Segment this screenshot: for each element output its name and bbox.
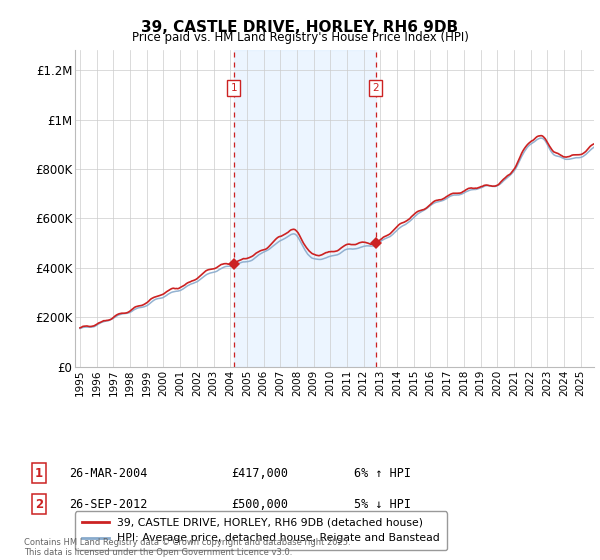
Legend: 39, CASTLE DRIVE, HORLEY, RH6 9DB (detached house), HPI: Average price, detached: 39, CASTLE DRIVE, HORLEY, RH6 9DB (detac… <box>75 511 447 550</box>
Bar <box>234 50 376 367</box>
Text: 26-SEP-2012: 26-SEP-2012 <box>69 497 148 511</box>
Text: £417,000: £417,000 <box>231 466 288 480</box>
Text: 1: 1 <box>35 466 43 480</box>
Text: 2: 2 <box>373 83 379 94</box>
Text: Contains HM Land Registry data © Crown copyright and database right 2025.
This d: Contains HM Land Registry data © Crown c… <box>24 538 350 557</box>
Text: 5% ↓ HPI: 5% ↓ HPI <box>354 497 411 511</box>
Text: 39, CASTLE DRIVE, HORLEY, RH6 9DB: 39, CASTLE DRIVE, HORLEY, RH6 9DB <box>142 20 458 35</box>
Text: Price paid vs. HM Land Registry's House Price Index (HPI): Price paid vs. HM Land Registry's House … <box>131 31 469 44</box>
Text: 26-MAR-2004: 26-MAR-2004 <box>69 466 148 480</box>
Text: 2: 2 <box>35 497 43 511</box>
Text: 1: 1 <box>230 83 237 94</box>
Text: 6% ↑ HPI: 6% ↑ HPI <box>354 466 411 480</box>
Text: £500,000: £500,000 <box>231 497 288 511</box>
